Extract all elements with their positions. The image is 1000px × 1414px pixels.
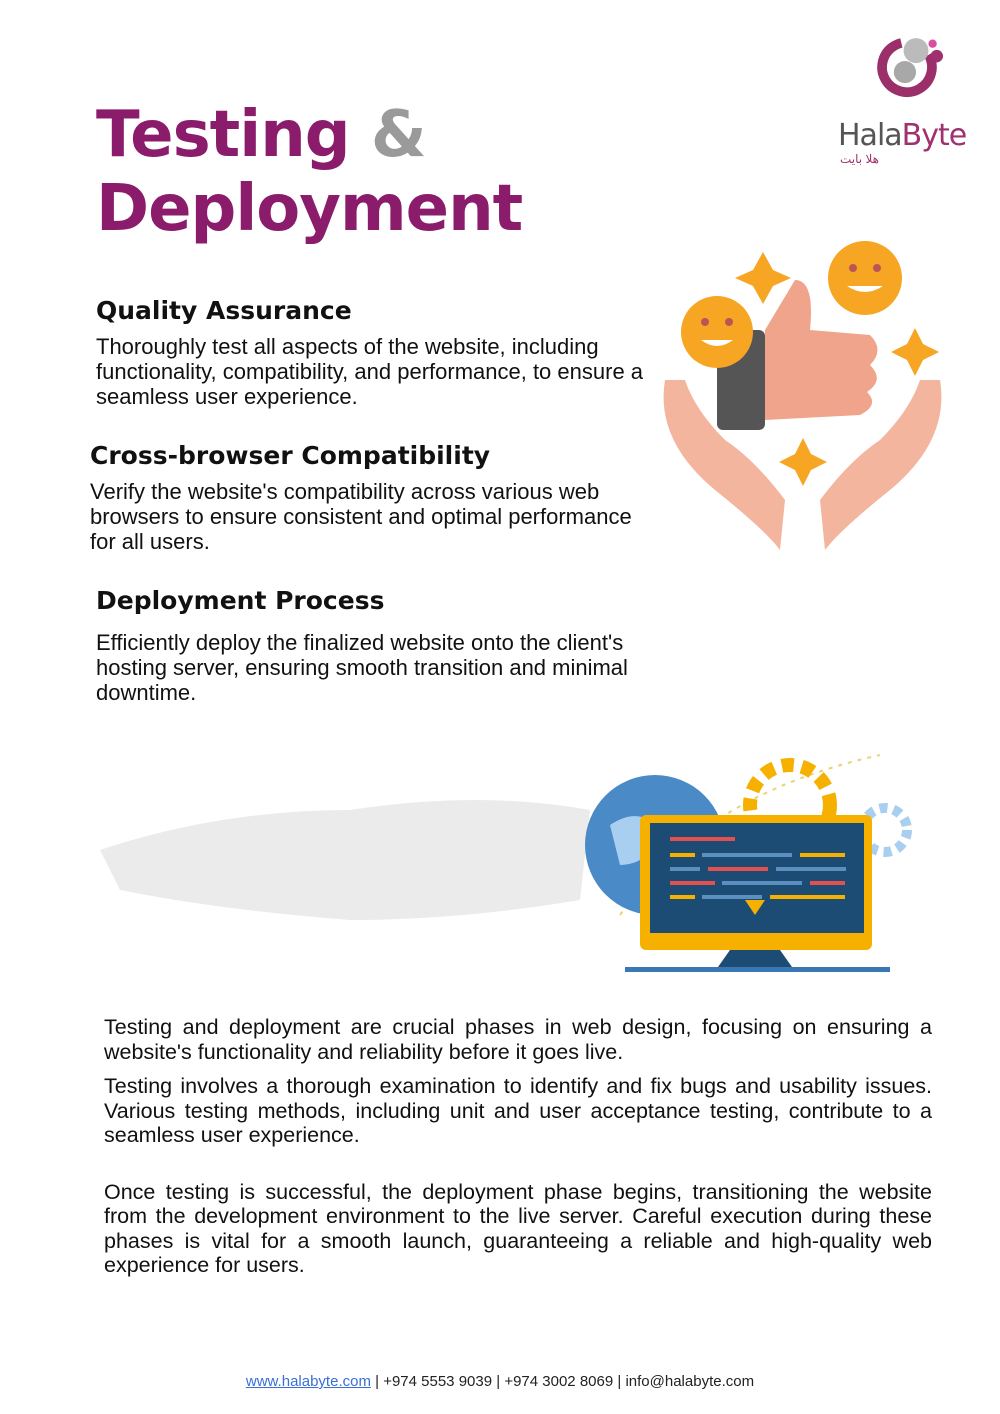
logo-hala: Hala	[838, 118, 903, 153]
thumbs-up-hands-illustration	[663, 241, 942, 550]
deployment-computer-illustration	[585, 754, 912, 972]
separator: |	[375, 1373, 380, 1390]
separator: |	[617, 1373, 622, 1390]
sections: Quality Assurance Thoroughly test all as…	[90, 296, 656, 737]
page-title: Testing & Deployment	[96, 98, 523, 246]
section-text-quality-assurance: Thoroughly test all aspects of the websi…	[96, 334, 644, 409]
phone-1: +974 5553 9039	[383, 1373, 493, 1390]
footer-contact: www.halabyte.com | +974 5553 9039 | +974…	[0, 1373, 1000, 1390]
brush-stroke-decoration	[100, 800, 590, 920]
section-heading-quality-assurance: Quality Assurance	[96, 296, 352, 325]
halabyte-logo-icon	[877, 37, 943, 98]
title-line1: Testing	[96, 98, 351, 172]
section-deployment: Deployment Process Efficiently deploy th…	[96, 586, 656, 705]
paragraph-testing: Testing involves a thorough examination …	[104, 1074, 932, 1147]
logo-byte: Byte	[901, 118, 968, 153]
title-line2: Deployment	[96, 172, 523, 246]
logo-wordmark: HalaByte	[838, 118, 968, 153]
section-cross-browser: Cross-browser Compatibility Verify the w…	[90, 441, 656, 554]
section-heading-deployment: Deployment Process	[96, 586, 385, 615]
separator: |	[496, 1373, 501, 1390]
email: info@halabyte.com	[625, 1373, 755, 1390]
title-ampersand: &	[370, 98, 427, 172]
phone-2: +974 3002 8069	[504, 1373, 614, 1390]
paragraph-intro: Testing and deployment are crucial phase…	[104, 1015, 932, 1064]
section-text-deployment: Efficiently deploy the finalized website…	[96, 630, 628, 705]
section-quality-assurance: Quality Assurance Thoroughly test all as…	[96, 296, 656, 409]
logo-arabic: هلا بايت	[840, 152, 879, 166]
section-heading-cross-browser: Cross-browser Compatibility	[90, 441, 491, 470]
website-link[interactable]: www.halabyte.com	[245, 1373, 371, 1390]
section-text-cross-browser: Verify the website's compatibility acros…	[90, 479, 632, 554]
paragraph-deployment: Once testing is successful, the deployme…	[104, 1179, 932, 1278]
body-paragraphs: Testing and deployment are crucial phase…	[104, 1015, 932, 1288]
